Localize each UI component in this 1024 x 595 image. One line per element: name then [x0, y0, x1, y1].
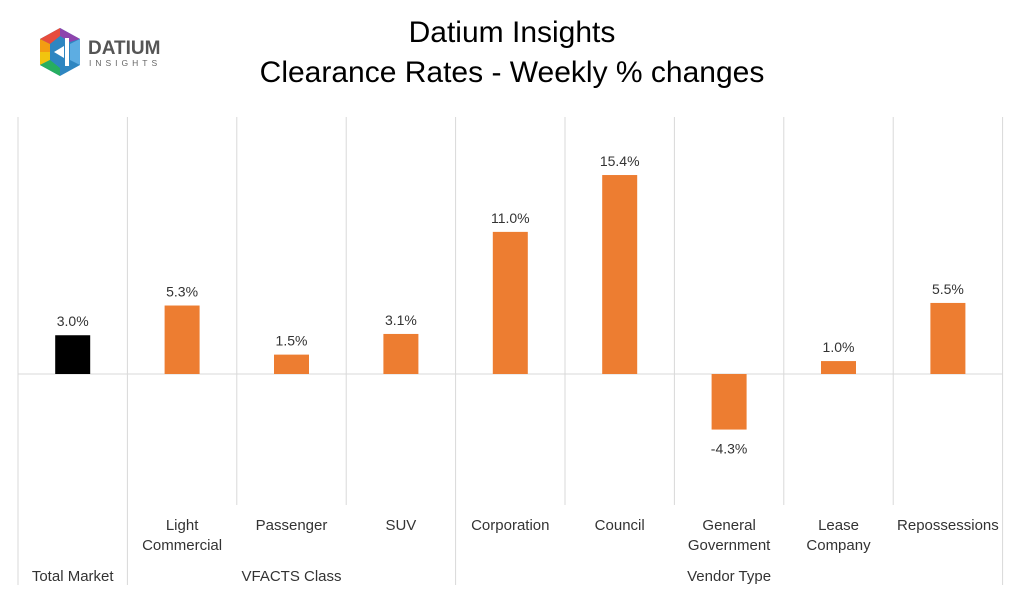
chart-subtitle: Clearance Rates - Weekly % changes — [259, 56, 765, 89]
bar — [821, 361, 856, 374]
data-label: 1.0% — [823, 339, 855, 355]
svg-text:INSIGHTS: INSIGHTS — [89, 58, 161, 68]
category-label: General — [702, 517, 755, 534]
datium-logo: DATIUM INSIGHTS — [36, 24, 176, 87]
category-label: Repossessions — [897, 517, 999, 534]
category-label: Council — [595, 517, 645, 534]
bar — [602, 175, 638, 374]
data-label: 15.4% — [600, 153, 640, 169]
data-label: 5.3% — [166, 284, 198, 300]
category-label: Commercial — [142, 537, 222, 554]
category-label: Total Market — [32, 568, 115, 585]
data-label: 11.0% — [491, 210, 530, 226]
category-label: Lease — [818, 517, 859, 534]
bar — [274, 354, 309, 374]
bar — [711, 374, 747, 430]
data-label: 3.1% — [385, 312, 417, 328]
data-label: 1.5% — [276, 333, 308, 349]
category-label: Passenger — [256, 517, 328, 534]
category-label: Company — [806, 537, 871, 554]
data-label: -4.3% — [711, 441, 748, 457]
bar — [930, 302, 966, 374]
category-label: Corporation — [471, 517, 549, 534]
bar — [383, 333, 419, 374]
chart-title: Datium Insights — [408, 16, 616, 49]
group-label: Vendor Type — [687, 568, 771, 585]
svg-text:DATIUM: DATIUM — [88, 38, 160, 59]
data-label: 3.0% — [57, 313, 89, 329]
bar — [55, 335, 91, 374]
category-label: Light — [166, 517, 199, 534]
category-label: Government — [688, 537, 771, 554]
bar — [492, 231, 528, 374]
bar — [164, 305, 200, 374]
group-label: VFACTS Class — [241, 568, 341, 585]
data-label: 5.5% — [932, 281, 964, 297]
category-label: SUV — [385, 517, 416, 534]
